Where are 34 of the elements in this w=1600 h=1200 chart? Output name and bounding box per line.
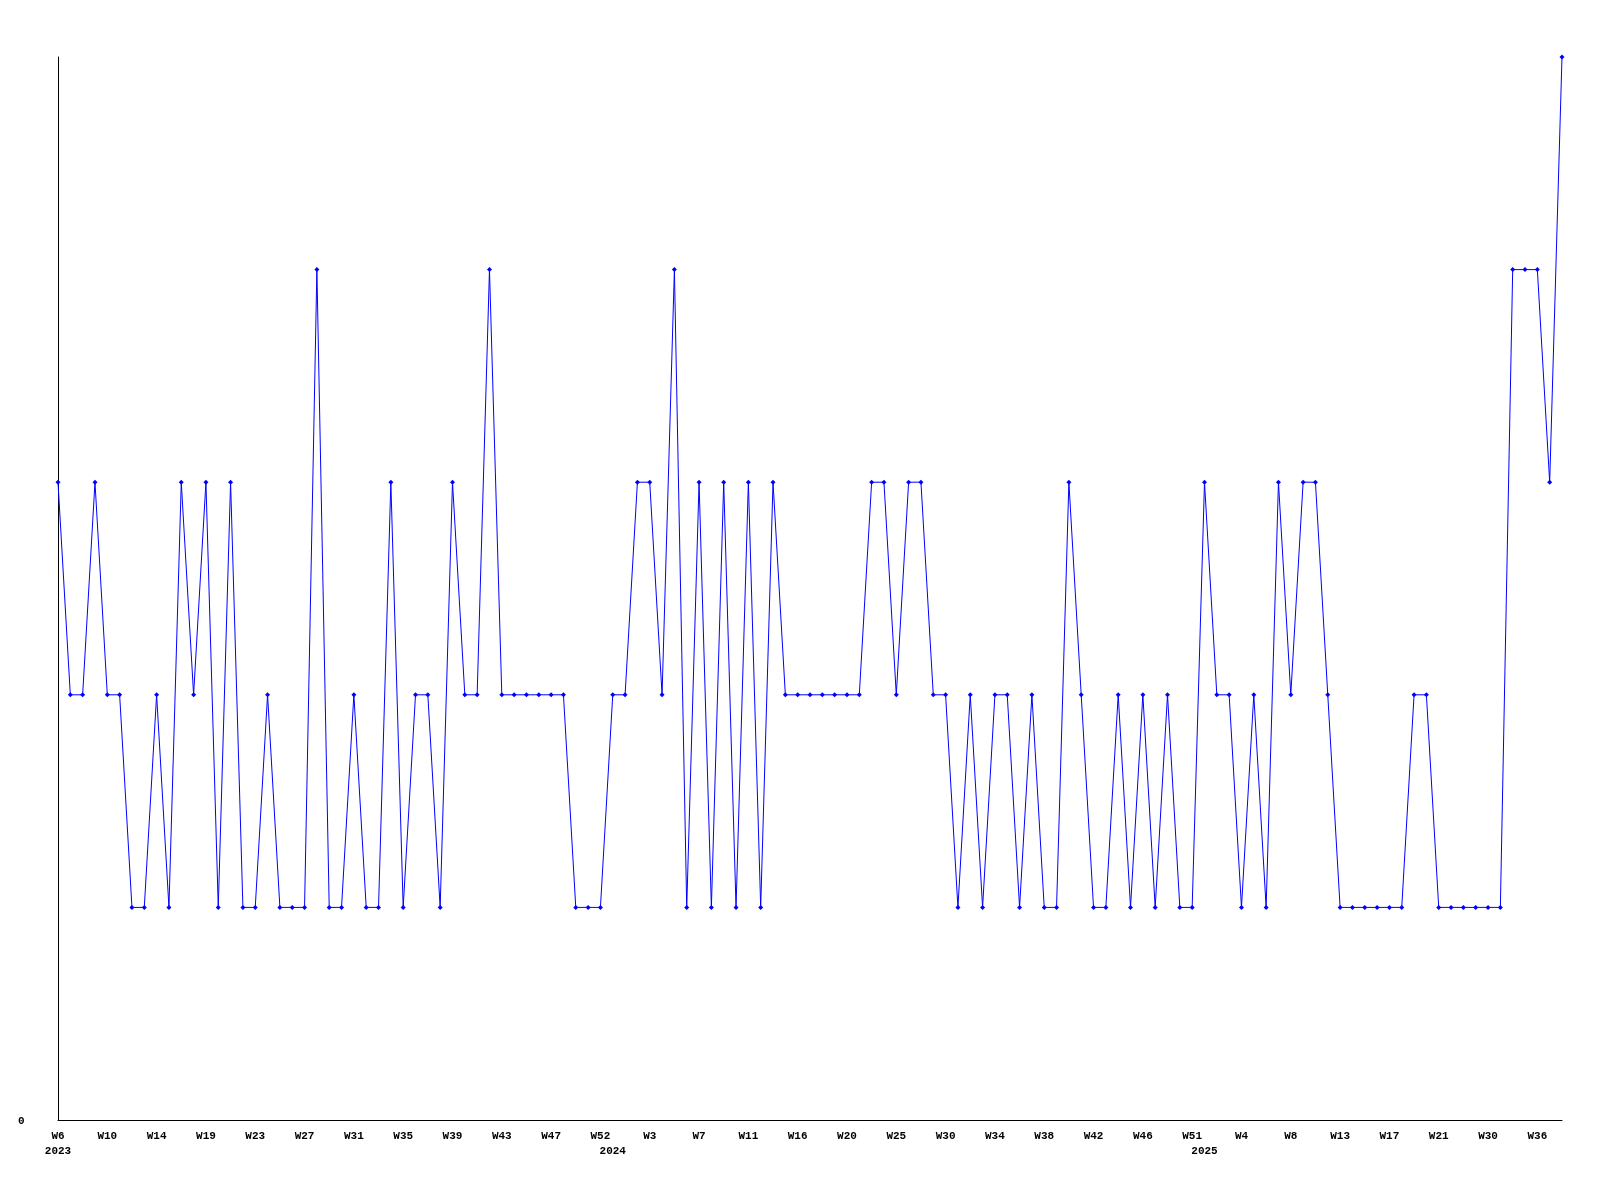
x-tick-label: W3 <box>643 1129 657 1142</box>
x-tick-label: 2025 <box>1191 1144 1219 1157</box>
x-tick-label: 2024 <box>599 1144 627 1157</box>
x-tick-label: W47 <box>541 1129 562 1142</box>
x-tick-label: W39 <box>442 1129 463 1142</box>
x-tick-label: W23 <box>245 1129 266 1142</box>
x-tick-label: W11 <box>738 1129 759 1142</box>
x-tick-label: W30 <box>935 1129 956 1142</box>
x-tick-label: W42 <box>1083 1129 1104 1142</box>
x-tick-label: W52 <box>590 1129 611 1142</box>
x-tick-label: W19 <box>196 1129 216 1142</box>
x-tick-label: W13 <box>1330 1129 1351 1142</box>
x-tick-label: W31 <box>343 1129 365 1142</box>
x-tick-label: W8 <box>1284 1129 1298 1142</box>
x-tick-label: W7 <box>692 1129 706 1142</box>
x-tick-label: W21 <box>1428 1129 1450 1142</box>
x-tick-label: W10 <box>97 1129 118 1142</box>
x-tick-label: W6 2023 <box>44 1129 72 1157</box>
x-tick-label: W14 <box>146 1129 167 1142</box>
text: 0 <box>18 1114 25 1127</box>
x-tick-label: W38 <box>1034 1129 1055 1142</box>
x-tick-label: W30 <box>1478 1129 1498 1142</box>
x-tick-label: W20 <box>837 1129 857 1142</box>
x-tick-label: W25 <box>886 1129 907 1142</box>
x-tick-label: W17 <box>1379 1129 1400 1142</box>
x-tick-label: W16 <box>787 1129 808 1142</box>
x-tick-label: W36 <box>1527 1129 1548 1142</box>
x-tick-label: W46 <box>1132 1129 1153 1142</box>
x-tick-label: W34 <box>985 1129 1006 1142</box>
x-tick-label: W4 <box>1234 1129 1249 1142</box>
x-tick-label: W43 <box>491 1129 513 1142</box>
x-tick-label: W35 <box>393 1129 414 1142</box>
x-tick-label: W51 <box>1182 1129 1203 1142</box>
x-tick-label: W27 <box>294 1129 315 1142</box>
